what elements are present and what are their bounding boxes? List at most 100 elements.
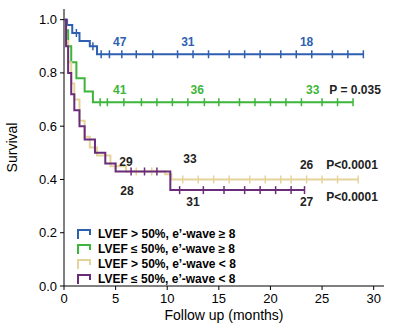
censor-mark bbox=[270, 98, 272, 106]
censor-mark bbox=[337, 175, 339, 183]
censor-mark bbox=[290, 175, 292, 183]
censor-mark bbox=[100, 50, 102, 58]
censor-mark bbox=[121, 50, 123, 58]
y-tick bbox=[60, 72, 64, 73]
annotation: 28 bbox=[120, 184, 134, 198]
x-tick bbox=[218, 286, 219, 290]
x-tick bbox=[270, 286, 271, 290]
censor-mark bbox=[332, 50, 334, 58]
censor-mark bbox=[156, 167, 158, 175]
annotation: 27 bbox=[300, 195, 314, 209]
y-axis bbox=[64, 9, 65, 286]
censor-mark bbox=[352, 98, 354, 106]
censor-mark bbox=[301, 98, 303, 106]
annotation: 41 bbox=[113, 83, 127, 97]
y-tick-label: 1.0 bbox=[39, 12, 57, 27]
censor-mark bbox=[228, 50, 230, 58]
censor-mark bbox=[337, 98, 339, 106]
legend-label: LVEF ≤ 50%, e’-wave < 8 bbox=[98, 272, 236, 286]
legend-swatch bbox=[78, 230, 90, 239]
censor-mark bbox=[321, 98, 323, 106]
censor-mark bbox=[172, 98, 174, 106]
censor-mark bbox=[218, 98, 220, 106]
x-tick-label: 20 bbox=[263, 291, 277, 306]
legend-label: LVEF > 50%, e’-wave ≥ 8 bbox=[98, 227, 236, 241]
censor-mark bbox=[357, 175, 359, 183]
censor-mark bbox=[141, 98, 143, 106]
legend-swatch bbox=[78, 275, 90, 284]
y-tick bbox=[60, 232, 64, 233]
y-tick bbox=[60, 179, 64, 180]
y-tick-label: 0.8 bbox=[39, 65, 57, 80]
censor-mark bbox=[136, 50, 138, 58]
chart: 0 5 10 15 20 25 30 0.0 0.2 0.4 0.6 0.8 1.0 Follow up … bbox=[0, 0, 406, 326]
survival-curve bbox=[64, 20, 305, 190]
x-tick bbox=[115, 286, 116, 290]
annotation: 29 bbox=[119, 155, 133, 169]
censor-mark bbox=[182, 175, 184, 183]
legend-label: LVEF > 50%, e’-wave < 8 bbox=[98, 257, 236, 271]
x-tick-label: 25 bbox=[315, 291, 329, 306]
annotation: 33 bbox=[183, 152, 197, 166]
censor-mark bbox=[228, 175, 230, 183]
survival-curve bbox=[64, 20, 358, 180]
censor-mark bbox=[249, 175, 251, 183]
censor-mark bbox=[223, 186, 225, 194]
survival-curve bbox=[64, 20, 363, 55]
censor-mark bbox=[213, 175, 215, 183]
censor-mark bbox=[306, 175, 308, 183]
censor-mark bbox=[99, 98, 101, 106]
censor-mark bbox=[156, 98, 158, 106]
censor-mark bbox=[244, 50, 246, 58]
annotation: 36 bbox=[190, 83, 204, 97]
x-tick bbox=[167, 286, 168, 290]
x-tick-label: 5 bbox=[112, 291, 119, 306]
x-tick-label: 15 bbox=[212, 291, 226, 306]
censor-mark bbox=[259, 186, 261, 194]
annotation: P<0.0001 bbox=[326, 190, 378, 204]
annotation: 26 bbox=[300, 158, 314, 172]
y-tick-label: 0.6 bbox=[39, 119, 57, 134]
censor-mark bbox=[192, 50, 194, 58]
annotation: 31 bbox=[186, 195, 200, 209]
censor-mark bbox=[280, 50, 282, 58]
censor-mark bbox=[254, 98, 256, 106]
survival-curve bbox=[64, 20, 353, 103]
censor-mark bbox=[152, 50, 154, 58]
y-tick-label: 0.2 bbox=[39, 225, 57, 240]
censor-mark bbox=[109, 50, 111, 58]
y-tick-label: 0.0 bbox=[39, 279, 57, 294]
censor-mark bbox=[244, 186, 246, 194]
legend-swatch bbox=[78, 260, 90, 269]
x-tick-label: 0 bbox=[60, 291, 67, 306]
x-tick bbox=[64, 286, 65, 290]
censor-mark bbox=[285, 98, 287, 106]
annotation: 47 bbox=[113, 35, 127, 49]
y-tick-label: 0.4 bbox=[39, 172, 57, 187]
legend-label: LVEF ≤ 50%, e’-wave ≥ 8 bbox=[98, 242, 235, 256]
censor-mark bbox=[239, 98, 241, 106]
censor-mark bbox=[107, 98, 109, 106]
legend-swatch bbox=[78, 245, 90, 254]
censor-mark bbox=[179, 186, 181, 194]
annotation: P = 0.035 bbox=[329, 83, 381, 97]
censor-mark bbox=[296, 50, 298, 58]
annotation: 33 bbox=[306, 83, 320, 97]
censor-mark bbox=[363, 50, 365, 58]
y-tick bbox=[60, 126, 64, 127]
censor-mark bbox=[208, 50, 210, 58]
x-tick-label: 10 bbox=[160, 291, 174, 306]
censor-mark bbox=[265, 175, 267, 183]
x-tick-label: 30 bbox=[366, 291, 380, 306]
censor-mark bbox=[321, 175, 323, 183]
censor-mark bbox=[280, 175, 282, 183]
y-axis-label: Survival bbox=[4, 123, 20, 173]
censor-mark bbox=[177, 50, 179, 58]
annotation: 18 bbox=[300, 35, 314, 49]
censor-mark bbox=[123, 98, 125, 106]
x-tick bbox=[373, 286, 374, 290]
censor-mark bbox=[203, 186, 205, 194]
annotation: P<0.0001 bbox=[326, 158, 378, 172]
censor-mark bbox=[304, 186, 306, 194]
x-axis-label: Follow up (months) bbox=[164, 307, 283, 323]
